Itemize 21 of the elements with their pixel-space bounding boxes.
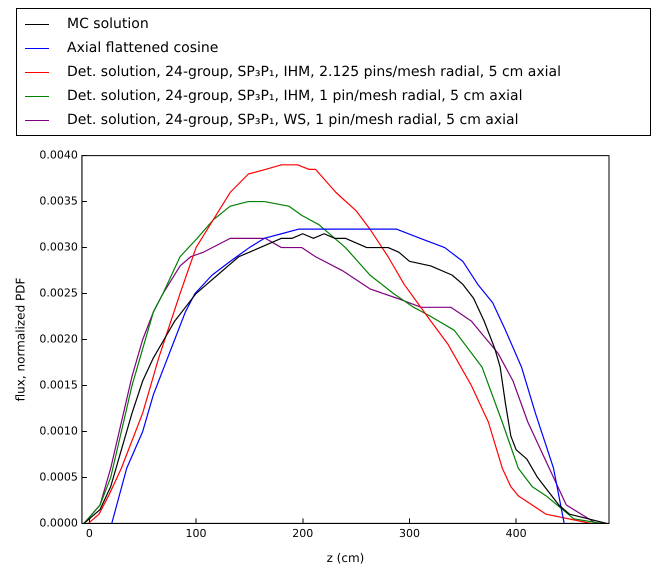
y-tick-label: 0.0000 [39, 516, 78, 530]
y-tick-label: 0.0005 [39, 470, 78, 484]
legend-label: Det. solution, 24-group, SP₃P₁, IHM, 1 pin/mesh radial, 5 cm axial [67, 87, 523, 106]
legend-label: Axial flattened cosine [67, 39, 218, 58]
x-tick-label: 300 [398, 526, 420, 540]
y-tick-label: 0.0040 [39, 148, 78, 162]
y-tick-label: 0.0020 [39, 332, 78, 346]
y-tick-label: 0.0010 [39, 424, 78, 438]
x-tick-label: 200 [292, 526, 314, 540]
y-axis-title: flux, normalized PDF [13, 278, 28, 402]
y-tick-label: 0.0035 [39, 194, 78, 208]
y-tick-label: 0.0015 [39, 378, 78, 392]
legend-label: Det. solution, 24-group, SP₃P₁, IHM, 2.125 pins/mesh radial, 5 cm axial [67, 63, 561, 82]
y-tick-label: 0.0025 [39, 286, 78, 300]
x-axis-title: z (cm) [326, 550, 364, 565]
legend-label: Det. solution, 24-group, SP₃P₁, WS, 1 pin/mesh radial, 5 cm axial [67, 111, 519, 130]
y-tick-label: 0.0030 [39, 240, 78, 254]
x-tick-label: 0 [86, 526, 93, 540]
x-tick-label: 100 [186, 526, 207, 540]
x-tick-label: 400 [506, 526, 527, 540]
legend-label: MC solution [67, 15, 149, 34]
